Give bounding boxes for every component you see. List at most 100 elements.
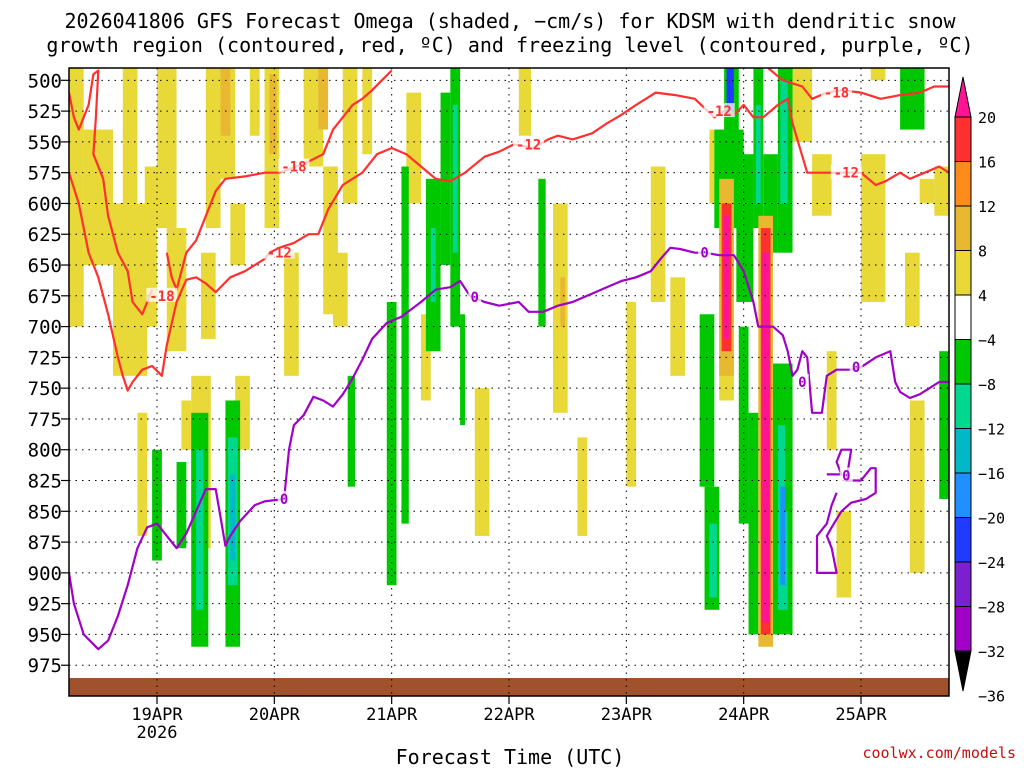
contour-label-dgz-minus18-upper-0: -18 [281, 160, 306, 176]
contour-label-dgz-minus12-mid-1: -12 [707, 104, 732, 120]
colorbar-label-6: −8 [978, 376, 996, 394]
y-tick-label-850: 850 [28, 501, 62, 523]
omega-cell-53 [152, 449, 162, 561]
contour-label-freezing-level-0c-2: 0 [700, 246, 708, 262]
omega-cell-63 [460, 314, 465, 426]
contour-dgz-minus18-left [69, 69, 154, 316]
omega-cell-31 [560, 277, 566, 327]
credit-text: coolwx.com/models [862, 744, 1016, 762]
x-tick-label-21APR: 21APR [366, 705, 418, 725]
y-tick-label-925: 925 [28, 594, 62, 616]
omega-cell-29 [518, 68, 531, 136]
omega-cell-75 [755, 104, 761, 204]
contour-label-freezing-level-0c-0: 0 [280, 492, 288, 508]
x-tick-label-22APR: 22APR [483, 705, 535, 725]
omega-cell-54 [176, 462, 187, 549]
colorbar-label-0: 20 [978, 109, 996, 127]
contour-label-dgz-minus18-right-0: -18 [824, 86, 849, 102]
contour-dgz-minus12-left [69, 172, 271, 392]
omega-cell-71 [736, 154, 754, 302]
omega-cell-1 [83, 129, 113, 266]
omega-cell-42 [870, 68, 886, 81]
omega-cell-25 [362, 68, 373, 155]
contour-label-bg-dgz-minus18-upper-0 [278, 158, 310, 173]
omega-cell-5 [157, 68, 177, 229]
colorbar-swatch-12 [954, 606, 972, 652]
y-tick-label-575: 575 [28, 163, 62, 185]
y-tick-label-600: 600 [28, 193, 62, 215]
colorbar-swatch-6 [954, 339, 972, 385]
y-axis: 500 525 550 575 600 625 650 675 700 725 750 775 800 8… [28, 70, 69, 677]
contour-label-bg-dgz-minus12-mid-2 [830, 164, 862, 179]
omega-cell-20 [303, 68, 324, 167]
colorbar-label-12: −32 [978, 643, 1005, 661]
contour-label-bg-dgz-minus18-left-0 [146, 287, 178, 302]
contour-label-dgz-minus12-left-0: -12 [267, 246, 292, 262]
omega-cell-70 [726, 68, 734, 112]
colorbar-label-8: −16 [978, 465, 1005, 483]
contour-label-bg-freezing-level-0c-3 [795, 374, 809, 388]
colorbar-top-arrow [954, 76, 972, 118]
omega-cell-14 [230, 203, 245, 266]
omega-cell-16 [249, 68, 260, 136]
omega-cell-57 [401, 166, 409, 524]
colorbar-swatch-4 [954, 250, 972, 296]
omega-cell-38 [792, 68, 813, 142]
x-tick-label-25APR: 25APR [835, 705, 887, 725]
colorbar-swatch-8 [954, 428, 972, 474]
colorbar-label-1: 16 [978, 154, 996, 172]
omega-cell-87 [724, 215, 729, 339]
omega-cell-24 [333, 252, 348, 327]
contour-label-bg-freezing-level-0c-1 [468, 289, 482, 304]
omega-cell-39 [812, 154, 832, 216]
colorbar-swatch-11 [954, 561, 972, 607]
contour-dgz-minus18-upper [165, 69, 393, 291]
omega-cell-56 [386, 301, 397, 586]
colorbar-label-2: 12 [978, 198, 996, 216]
omega-cell-79 [780, 486, 786, 586]
x-tick-label-19APR: 19APR [131, 705, 183, 725]
colorbar-label-3: 8 [978, 243, 987, 261]
y-tick-label-700: 700 [28, 317, 62, 339]
contour-label-freezing-level-0c-lower-0: 0 [842, 469, 850, 485]
contour-label-bg-freezing-level-0c-2 [698, 244, 712, 259]
omega-cell-67 [709, 523, 717, 598]
colorbar-label-9: −20 [978, 510, 1005, 528]
contour-label-dgz-minus12-mid-0: -12 [516, 137, 541, 153]
colorbar-label-10: −24 [978, 554, 1005, 572]
omega-cell-21 [318, 68, 329, 130]
contour-label-freezing-level-0c-1: 0 [471, 290, 479, 306]
y-tick-label-550: 550 [28, 132, 62, 154]
omega-cell-7 [181, 400, 192, 450]
y-tick-label-950: 950 [28, 624, 62, 646]
colorbar: 20 16 12 8 4 −4 −8 −12 −16 −20 −24 −28 −32 −36 [954, 76, 1005, 706]
omega-cell-34 [650, 166, 666, 302]
y-tick-label-900: 900 [28, 563, 62, 585]
omega-cell-73 [748, 412, 759, 635]
y-tick-label-725: 725 [28, 347, 62, 369]
omega-cell-41 [836, 511, 852, 598]
omega-cell-43 [861, 154, 886, 302]
contour-freezing-level-0c [69, 246, 949, 651]
contour-label-dgz-minus12-mid-2: -12 [834, 166, 859, 182]
omega-cell-2 [122, 68, 138, 204]
colorbar-swatch-1 [954, 116, 972, 162]
contour-label-bg-dgz-minus12-mid-0 [513, 136, 545, 151]
chart-title-line1: 2026041806 GFS Forecast Omega (shaded, −… [64, 9, 956, 33]
x-axis-label: Forecast Time (UTC) [396, 745, 625, 768]
x-tick-label-20APR: 20APR [249, 705, 301, 725]
colorbar-bottom-arrow [954, 650, 972, 692]
omega-cell-55 [347, 375, 355, 487]
y-tick-label-750: 750 [28, 378, 62, 400]
omega-cell-33 [626, 301, 637, 487]
chart-title-line2: growth region (contoured, red, ºC) and f… [46, 33, 973, 57]
colorbar-swatch-3 [954, 205, 972, 251]
omega-cell-32 [577, 437, 588, 536]
omega-cell-19 [284, 252, 299, 376]
omega-cell-18 [269, 74, 277, 155]
y-tick-label-875: 875 [28, 532, 62, 554]
y-tick-label-500: 500 [28, 70, 62, 92]
contour-label-bg-dgz-minus12-mid-1 [703, 103, 735, 118]
